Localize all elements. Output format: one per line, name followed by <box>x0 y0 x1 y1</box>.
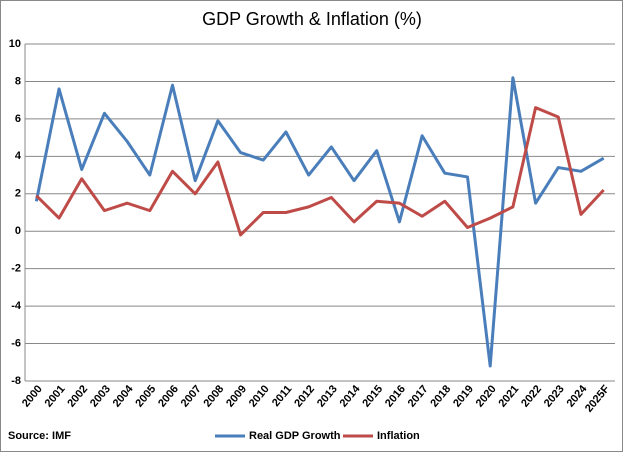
y-tick-label: -4 <box>11 300 22 312</box>
series-line <box>34 76 605 368</box>
y-tick-label: 2 <box>15 188 21 200</box>
chart-title: GDP Growth & Inflation (%) <box>202 9 422 29</box>
y-tick-label: 8 <box>15 75 21 87</box>
source-note: Source: IMF <box>8 430 71 442</box>
y-tick-label: 10 <box>9 38 21 50</box>
y-tick-label: 4 <box>15 150 22 162</box>
legend-label: Real GDP Growth <box>249 430 341 442</box>
y-tick-label: -8 <box>11 375 21 387</box>
series-line <box>35 106 605 237</box>
y-tick-label: -2 <box>11 263 21 275</box>
y-tick-label: 0 <box>15 225 21 237</box>
y-tick-label: 6 <box>15 113 21 125</box>
legend-label: Inflation <box>377 430 420 442</box>
y-tick-label: -6 <box>11 337 21 349</box>
